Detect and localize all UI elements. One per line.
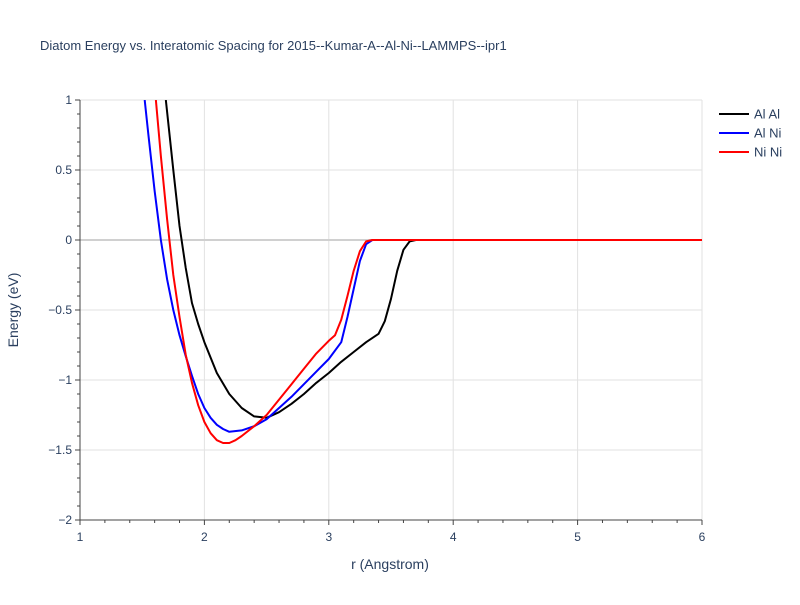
x-tick-label: 4 bbox=[450, 530, 457, 544]
y-tick-label: −2 bbox=[58, 513, 72, 527]
x-tick-label: 2 bbox=[201, 530, 208, 544]
series-layer bbox=[143, 100, 702, 444]
series-line-al-al bbox=[164, 100, 702, 419]
legend-item-al-al[interactable]: Al Al bbox=[719, 107, 780, 122]
series-line-ni-ni bbox=[154, 100, 702, 444]
legend-label: Al Ni bbox=[754, 126, 782, 141]
y-tick-label: −1 bbox=[58, 373, 72, 387]
legend-item-ni-ni[interactable]: Ni Ni bbox=[719, 145, 782, 160]
legend-label: Al Al bbox=[754, 107, 780, 122]
y-tick-label: 0.5 bbox=[55, 163, 72, 177]
tick-label-layer: 1 2 3 4 5 6 −2 −1.5 −1 −0.5 0 0.5 1 bbox=[48, 93, 705, 544]
y-tick-label: 1 bbox=[65, 93, 72, 107]
x-tick-label: 3 bbox=[325, 530, 332, 544]
x-tick-label: 5 bbox=[574, 530, 581, 544]
y-tick-label: −0.5 bbox=[48, 303, 72, 317]
y-axis-title: Energy (eV) bbox=[5, 273, 21, 348]
legend-label: Ni Ni bbox=[754, 145, 782, 160]
x-tick-label: 6 bbox=[699, 530, 706, 544]
x-tick-label: 1 bbox=[77, 530, 84, 544]
y-tick-label: −1.5 bbox=[48, 443, 72, 457]
chart-title: Diatom Energy vs. Interatomic Spacing fo… bbox=[40, 38, 507, 53]
grid-layer bbox=[80, 99, 703, 520]
legend-item-al-ni[interactable]: Al Ni bbox=[719, 126, 782, 141]
legend[interactable]: Al Al Al Ni Ni Ni bbox=[719, 107, 782, 160]
x-axis-title: r (Angstrom) bbox=[351, 556, 429, 572]
axis-layer bbox=[75, 99, 703, 525]
y-tick-label: 0 bbox=[65, 233, 72, 247]
